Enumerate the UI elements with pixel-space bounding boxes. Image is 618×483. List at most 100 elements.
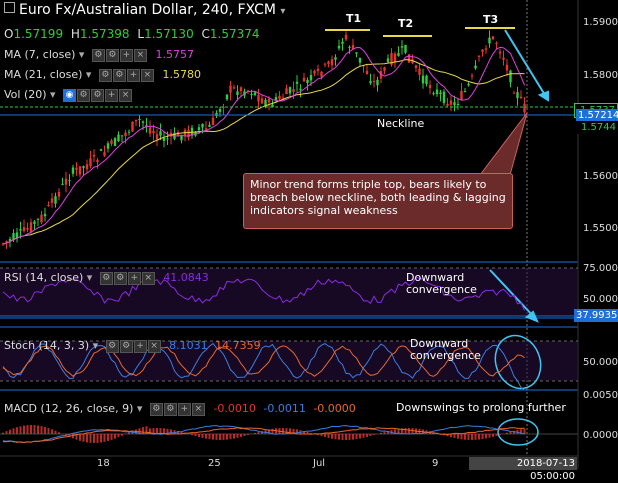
time-tick: 25 — [208, 458, 221, 469]
macd-hist-bar — [198, 434, 200, 437]
macd-hist-bar — [216, 434, 218, 440]
rsi-current-tag: 37.9935 — [574, 309, 618, 322]
close-icon[interactable]: × — [119, 89, 132, 102]
add-icon[interactable]: + — [120, 49, 133, 62]
candle-body — [376, 80, 378, 85]
candle-body — [138, 119, 140, 120]
candle-body — [478, 56, 480, 57]
add-icon[interactable]: + — [127, 69, 140, 82]
macd-hist-bar — [107, 434, 109, 441]
macd-hist-bar — [223, 434, 225, 440]
gear-icon[interactable]: ⚙ — [164, 403, 177, 416]
candle-body — [93, 155, 95, 157]
macd-hist-bar — [496, 434, 498, 436]
macd-hist-bar — [212, 434, 214, 440]
close-icon[interactable]: × — [148, 340, 161, 353]
collapse-icon[interactable] — [4, 2, 15, 13]
stoch-tick: 50.0000 — [583, 357, 618, 368]
macd-hist-bar — [345, 434, 347, 440]
add-icon[interactable]: + — [178, 403, 191, 416]
low-value: 1.57130 — [144, 27, 194, 41]
vol-legend[interactable]: Vol (20) ▾ ◉⚙⚙+× — [4, 88, 133, 102]
close-icon[interactable]: × — [142, 272, 155, 285]
candle-body — [397, 53, 399, 56]
candle-body — [5, 241, 7, 242]
stoch-annotation: Downward convergence — [410, 338, 490, 362]
settings-icon[interactable]: ⚙ — [100, 272, 113, 285]
gear-icon[interactable]: ⚙ — [113, 69, 126, 82]
candle-body — [432, 93, 434, 94]
gear-icon[interactable]: ⚙ — [106, 49, 119, 62]
macd-hist-bar — [247, 434, 249, 435]
candle-body — [481, 50, 483, 52]
candle-body — [219, 109, 221, 112]
candle-body — [425, 76, 427, 84]
macd-hist-bar — [352, 434, 354, 440]
macd-hist-bar — [114, 434, 116, 439]
close-icon[interactable]: × — [134, 49, 147, 62]
gear-icon[interactable]: ⚙ — [91, 89, 104, 102]
candle-body — [285, 88, 287, 94]
candle-body — [415, 65, 417, 68]
macd-hist-bar — [482, 434, 484, 439]
macd-hist-value: -0.0010 — [213, 402, 255, 415]
macd-hist-bar — [100, 434, 102, 442]
candle-body — [198, 127, 200, 130]
close-value: 1.57374 — [210, 27, 260, 41]
macd-hist-bar — [90, 434, 92, 443]
chevron-down-icon[interactable]: ▾ — [137, 402, 143, 415]
ma7-legend[interactable]: MA (7, close) ▾ ⚙⚙+× 1.5757 — [4, 48, 194, 62]
ma7-label: MA (7, close) — [4, 48, 75, 61]
close-icon[interactable]: × — [141, 69, 154, 82]
gear-icon[interactable]: ⚙ — [114, 272, 127, 285]
gear-icon[interactable]: ⚙ — [120, 340, 133, 353]
candle-body — [72, 167, 74, 173]
add-icon[interactable]: + — [128, 272, 141, 285]
candle-body — [79, 166, 81, 174]
macd-hist-bar — [55, 431, 57, 434]
macd-legend[interactable]: MACD (12, 26, close, 9) ▾ ⚙⚙+× -0.0010 -… — [4, 402, 356, 416]
settings-icon[interactable]: ⚙ — [106, 340, 119, 353]
settings-icon[interactable]: ⚙ — [99, 69, 112, 82]
macd-hist-bar — [20, 426, 22, 434]
rsi-tick: 50.0000 — [583, 294, 618, 305]
macd-tick: 0.0000 — [583, 430, 618, 441]
chevron-down-icon[interactable]: ▾ — [280, 6, 285, 17]
candle-body — [240, 87, 242, 91]
ma21-legend[interactable]: MA (21, close) ▾ ⚙⚙+× 1.5780 — [4, 68, 201, 82]
settings-icon[interactable]: ⚙ — [92, 49, 105, 62]
candle-body — [523, 104, 525, 113]
candle-body — [502, 58, 504, 60]
add-icon[interactable]: + — [134, 340, 147, 353]
chevron-down-icon[interactable]: ▾ — [50, 88, 56, 101]
add-icon[interactable]: + — [105, 89, 118, 102]
macd-hist-bar — [356, 434, 358, 439]
price-axis[interactable]: 1.59000 1.58000 1.56000 1.55000 75.0000 … — [583, 17, 618, 441]
chevron-down-icon[interactable]: ▾ — [93, 339, 99, 352]
price-tick: 1.55000 — [583, 223, 618, 234]
chevron-down-icon[interactable]: ▾ — [79, 48, 85, 61]
macd-hist-bar — [79, 434, 81, 441]
chevron-down-icon[interactable]: ▾ — [86, 68, 92, 81]
macd-hist-bar — [408, 428, 410, 434]
time-axis[interactable]: 18 25 Jul 9 — [97, 458, 438, 469]
settings-icon[interactable]: ⚙ — [150, 403, 163, 416]
stoch-label: Stoch (14, 3, 3) — [4, 339, 89, 352]
candle-body — [292, 89, 294, 92]
rsi-legend[interactable]: RSI (14, close) ▾ ⚙⚙+× 41.0843 — [4, 271, 209, 285]
candle-body — [366, 71, 368, 74]
settings-icon[interactable]: ⚙ — [77, 89, 90, 102]
candle-body — [278, 96, 280, 99]
chevron-down-icon[interactable]: ▾ — [87, 271, 93, 284]
candle-body — [436, 90, 438, 95]
macd-hist-bar — [2, 433, 4, 434]
candle-body — [82, 166, 84, 168]
chart-title[interactable]: Euro Fx/Australian Dollar, 240, FXCM ▾ — [4, 2, 285, 18]
time-tick: 18 — [97, 458, 110, 469]
candle-body — [453, 102, 455, 105]
eye-icon[interactable]: ◉ — [63, 89, 76, 102]
stoch-legend[interactable]: Stoch (14, 3, 3) ▾ ⚙⚙+× 8.1031 14.7359 — [4, 339, 261, 353]
candle-body — [233, 87, 235, 88]
macd-hist-bar — [468, 434, 470, 440]
close-icon[interactable]: × — [192, 403, 205, 416]
